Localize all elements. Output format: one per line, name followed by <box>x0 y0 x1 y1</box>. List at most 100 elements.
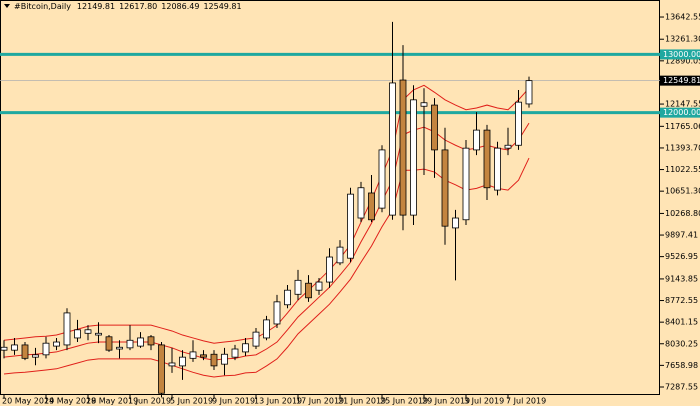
y-tick-label: 11765.06 <box>665 122 700 131</box>
last-price-box <box>660 75 700 86</box>
y-tick-label: 8772.55 <box>665 296 698 305</box>
candle-body <box>84 329 92 334</box>
y-tick-label: 10268.80 <box>665 209 700 218</box>
x-tick-label: 1 Jun 2019 <box>128 397 171 406</box>
y-tick-label: 11393.70 <box>665 143 700 152</box>
candle-body <box>357 187 365 219</box>
candle-body <box>137 337 144 347</box>
ohlc-label: 12149.81 <box>77 2 115 11</box>
last-price-label: 12549.81 <box>663 76 700 85</box>
candle-body <box>263 319 270 339</box>
x-tick-label: 25 Jun 2019 <box>380 397 428 406</box>
candle-body <box>336 246 344 264</box>
candle-body <box>515 101 522 146</box>
candle-body <box>126 339 134 349</box>
x-tick-label: 9 Jun 2019 <box>212 397 255 406</box>
candle-body <box>116 346 123 350</box>
candle-body <box>105 336 113 351</box>
candle-body <box>158 344 165 394</box>
candle-body <box>410 99 417 216</box>
y-tick-label: 9143.85 <box>665 274 698 283</box>
ohlc-label: 12549.81 <box>203 2 241 11</box>
x-tick-label: 21 Jun 2019 <box>338 397 386 406</box>
candle-body <box>368 192 375 221</box>
x-tick-label: 20 May 2019 <box>2 397 54 406</box>
candle-body <box>63 312 71 346</box>
candle-body <box>200 354 207 358</box>
y-tick-label: 7658.98 <box>665 361 698 370</box>
candle-body <box>462 147 470 221</box>
candle-body <box>168 362 176 367</box>
candle-body <box>53 341 60 347</box>
x-tick-label: 13 Jun 2019 <box>254 397 302 406</box>
candle-body <box>273 301 281 325</box>
x-tick-label: 29 Jun 2019 <box>422 397 470 406</box>
y-tick-label: 10651.30 <box>665 187 700 196</box>
candle-body <box>305 282 312 299</box>
level-label-box <box>660 49 700 60</box>
y-tick-label: 13261.30 <box>665 35 700 44</box>
candle-body <box>179 356 186 367</box>
candle-body <box>326 256 333 283</box>
y-tick-label: 8030.25 <box>665 339 698 348</box>
candle-body <box>441 149 449 227</box>
candle-body <box>294 279 302 295</box>
x-tick-label: 7 Jul 2019 <box>506 397 546 406</box>
candle-body <box>399 79 407 216</box>
candle-body <box>525 80 533 105</box>
candle-body <box>189 351 197 359</box>
envelope-line <box>3 84 530 344</box>
envelope-line <box>3 122 530 361</box>
plot-frame <box>0 0 660 395</box>
y-tick-label: 8401.15 <box>665 318 698 327</box>
candle-body <box>74 329 81 339</box>
level-label: 13000.00 <box>663 50 700 59</box>
ohlc-label: 12086.49 <box>161 2 199 11</box>
menu-icon <box>4 4 10 8</box>
candle-body <box>347 193 354 259</box>
x-tick-label: 28 May 2019 <box>86 397 138 406</box>
candle-body <box>284 289 291 306</box>
ohlc-label: 12617.80 <box>119 2 157 11</box>
candle-body <box>473 129 480 151</box>
candle-body <box>252 331 260 347</box>
header: #Bitcoin,Daily 12149.81 12617.80 12086.49 12… <box>14 2 242 11</box>
candle-body <box>420 102 428 107</box>
candle-body <box>452 217 459 229</box>
candle-body <box>242 343 249 353</box>
candle-body <box>21 344 29 359</box>
candle-body <box>210 353 218 367</box>
envelope-line <box>3 157 530 378</box>
candle-body <box>231 348 239 358</box>
y-tick-label: 12147.55 <box>665 100 700 109</box>
candle-body <box>32 354 39 358</box>
candle-body <box>494 147 501 191</box>
level-label: 12000.00 <box>663 108 700 117</box>
level-label-box <box>660 107 700 118</box>
candle-body <box>11 344 18 351</box>
candle-body <box>378 149 386 209</box>
candle-body <box>147 336 155 346</box>
y-tick-label: 11022.55 <box>665 165 700 174</box>
x-tick-label: 3 Jul 2019 <box>464 397 504 406</box>
candle-body <box>315 281 323 291</box>
candle-body <box>431 104 438 151</box>
candle-body <box>483 129 491 189</box>
x-tick-label: 24 May 2019 <box>44 397 96 406</box>
candle-body <box>389 82 396 216</box>
x-tick-label: 5 Jun 2019 <box>170 397 213 406</box>
y-tick-label: 9526.95 <box>665 252 698 261</box>
candle-body <box>0 346 8 351</box>
y-tick-label: 13642.55 <box>665 13 700 22</box>
y-tick-label: 12890.05 <box>665 56 700 65</box>
chart-title: #Bitcoin,Daily <box>14 2 71 11</box>
candle-body <box>504 144 512 149</box>
candle-body <box>221 353 228 365</box>
y-tick-label: 9897.41 <box>665 231 698 240</box>
x-tick-label: 17 Jun 2019 <box>296 397 344 406</box>
candle-body <box>95 332 102 336</box>
candle-body <box>42 342 50 356</box>
y-tick-label: 7287.55 <box>665 382 698 391</box>
